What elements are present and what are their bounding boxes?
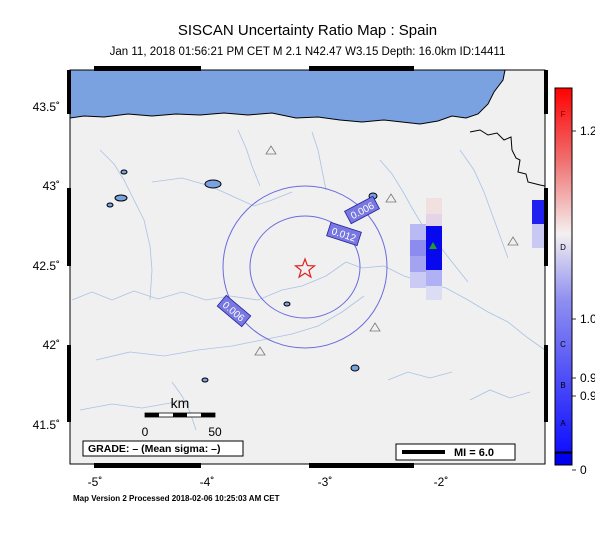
longitude-labels: -5˚ -4˚ -3˚ -2˚ bbox=[88, 475, 449, 489]
event-subtitle: Jan 11, 2018 01:56:21 PM CET M 2.1 N42.4… bbox=[109, 46, 506, 58]
svg-text:0: 0 bbox=[142, 425, 149, 439]
svg-text:0: 0 bbox=[580, 463, 587, 477]
station-markers bbox=[254, 145, 519, 356]
svg-text:A: A bbox=[560, 419, 566, 428]
svg-text:-5˚: -5˚ bbox=[88, 475, 103, 489]
national-border bbox=[469, 129, 545, 187]
grade-box: GRADE: – (Mean sigma: –) bbox=[82, 440, 244, 457]
svg-text:43.5˚: 43.5˚ bbox=[33, 100, 60, 114]
svg-text:42.5˚: 42.5˚ bbox=[33, 259, 60, 273]
svg-text:43˚: 43˚ bbox=[43, 179, 60, 193]
svg-text:MI = 6.0: MI = 6.0 bbox=[454, 447, 494, 459]
svg-text:0.9: 0.9 bbox=[580, 371, 595, 385]
svg-text:F: F bbox=[561, 110, 566, 119]
svg-text:GRADE: – (Mean sigma: –): GRADE: – (Mean sigma: –) bbox=[88, 443, 220, 455]
map-frame bbox=[69, 69, 546, 465]
svg-text:-4˚: -4˚ bbox=[200, 475, 215, 489]
svg-text:-3˚: -3˚ bbox=[318, 475, 333, 489]
station-triangle-icon bbox=[369, 322, 381, 332]
uncertainty-grid bbox=[410, 198, 545, 300]
station-triangle-icon bbox=[385, 193, 397, 203]
station-triangle-icon bbox=[254, 346, 266, 356]
svg-text:0.9: 0.9 bbox=[580, 389, 595, 403]
svg-text:50: 50 bbox=[208, 425, 222, 439]
scale-bar: km 0 50 bbox=[142, 395, 222, 439]
epicenter-star-icon bbox=[293, 257, 317, 279]
svg-text:D: D bbox=[560, 243, 566, 252]
land-area bbox=[70, 70, 545, 464]
contours bbox=[222, 185, 388, 349]
svg-text:-2˚: -2˚ bbox=[434, 475, 449, 489]
rivers bbox=[71, 129, 545, 431]
station-triangle-icon bbox=[265, 145, 277, 155]
latitude-labels: 43.5˚ 43˚ 42.5˚ 42˚ 41.5˚ bbox=[33, 100, 60, 432]
station-triangle-icon bbox=[507, 236, 519, 246]
colorbar: F D C B A 1.2 1.0 0.9 0.9 0 bbox=[554, 87, 595, 477]
map-title: SISCAN Uncertainty Ratio Map : Spain bbox=[177, 22, 438, 39]
frame-ticks bbox=[67, 66, 548, 468]
svg-text:1.2: 1.2 bbox=[580, 124, 595, 138]
svg-text:1.0: 1.0 bbox=[580, 312, 595, 326]
reservoirs bbox=[106, 169, 378, 383]
svg-text:C: C bbox=[560, 340, 566, 349]
svg-text:km: km bbox=[171, 395, 190, 411]
svg-text:B: B bbox=[560, 381, 565, 390]
processing-footer: Map Version 2 Processed 2018-02-06 10:25… bbox=[73, 494, 280, 503]
active-station-triangle-icon bbox=[429, 242, 437, 249]
svg-text:42˚: 42˚ bbox=[43, 338, 60, 352]
svg-text:41.5˚: 41.5˚ bbox=[33, 418, 60, 432]
intensity-legend: MI = 6.0 bbox=[395, 443, 516, 461]
sea-bay-of-biscay bbox=[70, 70, 506, 125]
